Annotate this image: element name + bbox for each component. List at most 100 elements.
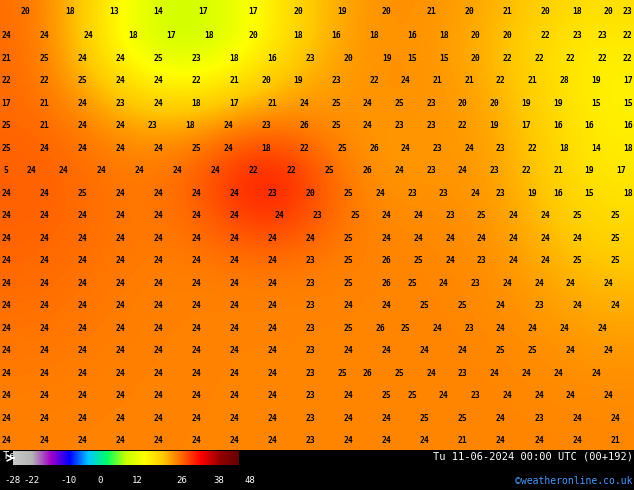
Text: 22: 22 bbox=[496, 76, 506, 85]
Text: 25: 25 bbox=[344, 324, 354, 333]
Text: 18: 18 bbox=[623, 189, 633, 198]
Text: 24: 24 bbox=[540, 211, 550, 220]
Text: 22: 22 bbox=[191, 76, 202, 85]
Text: 21: 21 bbox=[1, 54, 11, 63]
Text: 24: 24 bbox=[58, 167, 68, 175]
Text: 20: 20 bbox=[20, 7, 30, 16]
Text: 23: 23 bbox=[439, 189, 449, 198]
Text: 17: 17 bbox=[198, 7, 208, 16]
Text: 24: 24 bbox=[496, 414, 506, 423]
Text: 18: 18 bbox=[369, 31, 379, 41]
Text: 23: 23 bbox=[464, 324, 474, 333]
Text: 26: 26 bbox=[299, 122, 309, 130]
Text: 25: 25 bbox=[331, 99, 341, 108]
Text: 17: 17 bbox=[1, 99, 11, 108]
Text: 24: 24 bbox=[344, 414, 354, 423]
Text: 24: 24 bbox=[153, 324, 164, 333]
Text: 21: 21 bbox=[230, 76, 240, 85]
Text: 23: 23 bbox=[426, 122, 436, 130]
Text: 24: 24 bbox=[268, 279, 278, 288]
Text: 17: 17 bbox=[249, 7, 259, 16]
Text: 25: 25 bbox=[344, 234, 354, 243]
Text: 24: 24 bbox=[268, 324, 278, 333]
Text: 17: 17 bbox=[166, 31, 176, 41]
Text: 24: 24 bbox=[268, 301, 278, 310]
Text: 20: 20 bbox=[261, 76, 271, 85]
Text: 24: 24 bbox=[153, 144, 164, 153]
Text: 23: 23 bbox=[306, 54, 316, 63]
Text: 24: 24 bbox=[153, 211, 164, 220]
Text: 19: 19 bbox=[527, 189, 538, 198]
Text: 20: 20 bbox=[489, 99, 500, 108]
Text: 24: 24 bbox=[39, 301, 49, 310]
Text: 18: 18 bbox=[293, 31, 303, 41]
Text: 22: 22 bbox=[1, 76, 11, 85]
Text: 24: 24 bbox=[191, 392, 202, 400]
Text: 24: 24 bbox=[39, 324, 49, 333]
Text: 24: 24 bbox=[470, 189, 481, 198]
Text: 24: 24 bbox=[115, 346, 126, 355]
Text: 24: 24 bbox=[39, 234, 49, 243]
Text: 23: 23 bbox=[426, 99, 436, 108]
Text: 23: 23 bbox=[147, 122, 157, 130]
Text: 23: 23 bbox=[445, 211, 455, 220]
Text: 24: 24 bbox=[382, 211, 392, 220]
Text: 23: 23 bbox=[306, 346, 316, 355]
Text: 24: 24 bbox=[153, 436, 164, 445]
Text: 24: 24 bbox=[496, 324, 506, 333]
Text: 24: 24 bbox=[115, 211, 126, 220]
Text: 24: 24 bbox=[191, 189, 202, 198]
Text: 21: 21 bbox=[464, 76, 474, 85]
Text: 24: 24 bbox=[534, 436, 544, 445]
Text: 24: 24 bbox=[268, 414, 278, 423]
Text: 24: 24 bbox=[223, 144, 233, 153]
Text: 23: 23 bbox=[470, 279, 481, 288]
Text: 24: 24 bbox=[77, 211, 87, 220]
Text: 24: 24 bbox=[39, 369, 49, 378]
Text: 24: 24 bbox=[77, 392, 87, 400]
Text: 24: 24 bbox=[230, 414, 240, 423]
Text: 24: 24 bbox=[496, 436, 506, 445]
Text: 24: 24 bbox=[458, 167, 468, 175]
Text: 25: 25 bbox=[77, 76, 87, 85]
Text: 24: 24 bbox=[502, 392, 512, 400]
Text: 26: 26 bbox=[382, 279, 392, 288]
Text: 24: 24 bbox=[191, 234, 202, 243]
Text: 24: 24 bbox=[223, 122, 233, 130]
Text: 24: 24 bbox=[153, 99, 164, 108]
Text: 24: 24 bbox=[191, 301, 202, 310]
Text: 24: 24 bbox=[77, 324, 87, 333]
Text: 25: 25 bbox=[344, 189, 354, 198]
Text: 14: 14 bbox=[591, 144, 601, 153]
Text: 24: 24 bbox=[413, 234, 424, 243]
Text: 23: 23 bbox=[496, 144, 506, 153]
Text: 19: 19 bbox=[337, 7, 347, 16]
Text: 24: 24 bbox=[230, 256, 240, 266]
Text: 24: 24 bbox=[77, 54, 87, 63]
Text: 24: 24 bbox=[268, 234, 278, 243]
Text: 24: 24 bbox=[540, 256, 550, 266]
Text: -10: -10 bbox=[61, 476, 77, 485]
Text: 24: 24 bbox=[534, 279, 544, 288]
Text: 24: 24 bbox=[445, 256, 455, 266]
Text: 23: 23 bbox=[312, 211, 322, 220]
Text: 24: 24 bbox=[153, 256, 164, 266]
Text: 24: 24 bbox=[489, 369, 500, 378]
Text: 24: 24 bbox=[230, 279, 240, 288]
Text: 17: 17 bbox=[230, 99, 240, 108]
Text: 20: 20 bbox=[344, 54, 354, 63]
Text: 24: 24 bbox=[508, 256, 519, 266]
Text: 18: 18 bbox=[191, 99, 202, 108]
Text: 23: 23 bbox=[268, 189, 278, 198]
Text: 18: 18 bbox=[572, 7, 582, 16]
Text: 16: 16 bbox=[407, 31, 417, 41]
Text: 20: 20 bbox=[464, 7, 474, 16]
Text: 22: 22 bbox=[39, 76, 49, 85]
Text: 16: 16 bbox=[553, 189, 563, 198]
Text: 24: 24 bbox=[115, 256, 126, 266]
Text: 23: 23 bbox=[496, 189, 506, 198]
Text: 24: 24 bbox=[115, 76, 126, 85]
Text: 24: 24 bbox=[344, 392, 354, 400]
Text: 24: 24 bbox=[1, 346, 11, 355]
Text: 23: 23 bbox=[306, 301, 316, 310]
